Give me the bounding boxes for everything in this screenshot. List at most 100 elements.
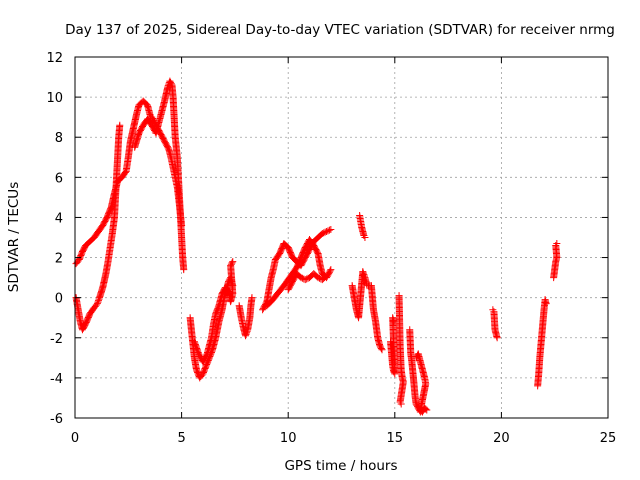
data-point-arc-i — [306, 236, 317, 248]
data-point-arc-a — [124, 139, 134, 161]
data-point-arc-s — [553, 240, 561, 248]
data-point-arc-b — [78, 321, 89, 334]
data-point-arc-j — [301, 274, 312, 284]
data-point-arc-b — [114, 135, 123, 161]
data-point-arc-j — [310, 270, 321, 281]
data-point-arc-n — [397, 400, 405, 408]
data-point-arc-j — [318, 275, 327, 284]
data-point-arc-b — [112, 175, 121, 201]
data-point-arc-c — [135, 123, 147, 137]
data-point-arc-h — [280, 240, 291, 251]
data-point-arc-e — [196, 371, 206, 382]
data-point-arc-g — [248, 294, 256, 302]
x-tick-label: 20 — [493, 431, 510, 446]
data-point-arc-i — [293, 255, 304, 272]
data-point-arc-a — [72, 257, 82, 268]
data-point-arc-l — [376, 342, 385, 352]
data-point-arc-i — [280, 277, 291, 290]
data-point-arc-d — [178, 221, 186, 229]
data-point-arc-c — [143, 115, 155, 128]
data-point-arc-f — [212, 303, 222, 318]
y-tick-label: 6 — [55, 171, 63, 186]
data-point-arc-m — [389, 315, 399, 378]
data-point-arc-j — [320, 274, 328, 282]
data-point-arc-b — [82, 311, 93, 328]
data-point-arc-a — [139, 97, 150, 108]
data-point-arc-c — [178, 234, 187, 260]
data-point-arc-h — [327, 225, 335, 233]
data-point-arc-a — [126, 124, 137, 145]
data-point-arc-j — [293, 270, 304, 281]
x-tick-label: 5 — [177, 431, 185, 446]
data-point-arc-f — [221, 284, 231, 294]
data-point-arc-f — [199, 351, 210, 366]
data-point-arc-b — [86, 305, 97, 318]
y-tick-label: 12 — [46, 51, 63, 66]
data-point-arc-i — [267, 291, 281, 306]
data-point-arc-k — [359, 227, 368, 238]
y-axis-label: SDTVAR / TECUs — [6, 182, 22, 292]
x-tick-label: 25 — [600, 431, 617, 446]
data-point-arc-n — [395, 292, 404, 348]
data-point-arc-m — [390, 318, 398, 326]
data-point-arc-m — [389, 314, 397, 324]
x-tick-label: 10 — [280, 431, 297, 446]
data-point-arc-p — [416, 406, 425, 415]
data-point-arc-a — [82, 239, 93, 250]
axis-ticks: 0 5 10 15 20 25 -6 -4 -2 0 2 4 6 8 10 12 — [46, 51, 616, 446]
data-point-arc-h — [288, 254, 300, 265]
x-tick-label: 0 — [71, 431, 79, 446]
data-point-arc-c — [180, 266, 188, 274]
data-point-arc-h — [284, 244, 296, 260]
grid-layer — [75, 57, 608, 418]
data-point-arc-a — [94, 223, 106, 235]
x-tick-label: 15 — [387, 431, 404, 446]
data-point-arc-n — [396, 342, 405, 373]
data-point-arc-p — [423, 406, 431, 414]
data-point-arc-b — [93, 295, 103, 308]
data-point-arc-j — [314, 274, 325, 283]
x-axis-label: GPS time / hours — [284, 458, 397, 474]
data-point-arc-f — [203, 335, 215, 358]
data-point-arc-p — [417, 380, 430, 413]
data-point-arc-q — [493, 334, 501, 342]
data-point-arc-h — [318, 228, 329, 237]
data-point-arc-b — [104, 245, 114, 266]
data-point-arc-a — [86, 235, 97, 246]
data-point-arc-r — [542, 300, 550, 308]
data-point-arc-k — [358, 223, 366, 234]
data-point-arc-d — [148, 113, 159, 128]
y-tick-label: 0 — [55, 292, 63, 307]
data-point-arc-r — [535, 355, 544, 378]
data-point-arc-o — [414, 404, 424, 415]
data-point-arc-b — [106, 231, 116, 252]
data-point-arc-i — [288, 265, 300, 278]
data-point-arc-i — [327, 266, 335, 274]
data-point-arc-n — [396, 378, 407, 405]
data-point-arc-l — [367, 282, 377, 312]
plot-frame — [74, 56, 609, 419]
data-point-arc-a — [90, 229, 102, 241]
data-point-arc-a — [118, 169, 129, 181]
data-point-arc-b — [113, 155, 122, 181]
data-point-arc-h — [271, 251, 283, 264]
y-tick-label: -2 — [50, 332, 63, 347]
data-point-arc-f — [229, 258, 237, 266]
data-point-arc-i — [284, 271, 296, 284]
data-point-arc-c — [131, 130, 143, 151]
data-point-arc-h — [323, 226, 333, 235]
data-point-arc-h — [301, 247, 313, 262]
data-point-arc-a — [99, 215, 110, 229]
data-point-arc-i — [297, 245, 309, 262]
data-point-arc-p — [419, 405, 428, 416]
data-point-arc-c — [156, 98, 168, 121]
chart-title: Day 137 of 2025, Sidereal Day-to-day VTE… — [65, 22, 615, 38]
data-point-arc-i — [310, 242, 321, 256]
data-point-arc-e — [186, 314, 196, 340]
data-point-arc-f — [227, 259, 236, 270]
y-tick-label: 4 — [55, 211, 63, 226]
data-point-arc-c — [169, 93, 178, 120]
data-point-arc-n — [398, 374, 407, 385]
data-marks — [72, 77, 561, 416]
